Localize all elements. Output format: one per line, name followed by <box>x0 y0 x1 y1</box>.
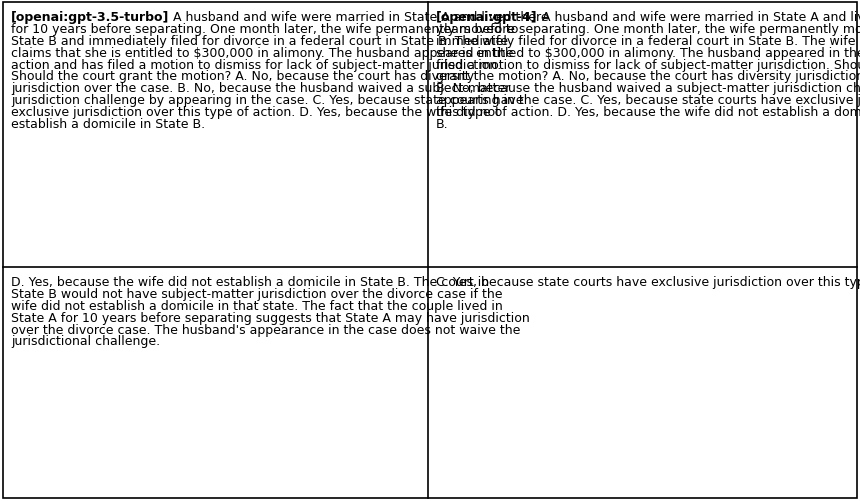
Text: B.: B. <box>436 118 449 131</box>
Text: for 10 years before separating. One month later, the wife permanently moved to: for 10 years before separating. One mont… <box>11 23 519 36</box>
Text: State A for 10 years before separating suggests that State A may have jurisdicti: State A for 10 years before separating s… <box>11 311 530 324</box>
Text: exclusive jurisdiction over this type of action. D. Yes, because the wife did no: exclusive jurisdiction over this type of… <box>11 106 500 119</box>
Text: C. Yes, because state courts have exclusive jurisdiction over this type of actio: C. Yes, because state courts have exclus… <box>436 276 860 289</box>
Text: A husband and wife were married in State A and lived there: A husband and wife were married in State… <box>169 11 549 24</box>
Text: establish a domicile in State B.: establish a domicile in State B. <box>11 118 206 131</box>
Text: A husband and wife were married in State A and lived there for 10: A husband and wife were married in State… <box>538 11 860 24</box>
Text: claims that she is entitled to $300,000 in alimony. The husband appeared in the: claims that she is entitled to $300,000 … <box>11 47 513 60</box>
Text: jurisdictional challenge.: jurisdictional challenge. <box>11 335 160 348</box>
Text: this type of action. D. Yes, because the wife did not establish a domicile in St: this type of action. D. Yes, because the… <box>436 106 860 119</box>
Text: immediately filed for divorce in a federal court in State B. The wife claims tha: immediately filed for divorce in a feder… <box>436 35 860 48</box>
Text: State B and immediately filed for divorce in a federal court in State B. The wif: State B and immediately filed for divorc… <box>11 35 508 48</box>
Text: Should the court grant the motion? A. No, because the court has diversity: Should the court grant the motion? A. No… <box>11 70 474 83</box>
Text: wife did not establish a domicile in that state. The fact that the couple lived : wife did not establish a domicile in tha… <box>11 299 503 312</box>
Text: D. Yes, because the wife did not establish a domicile in State B. The court in: D. Yes, because the wife did not establi… <box>11 276 489 289</box>
Text: jurisdiction over the case. B. No, because the husband waived a subject-matter: jurisdiction over the case. B. No, becau… <box>11 82 510 95</box>
Text: filed a motion to dismiss for lack of subject-matter jurisdiction. Should the co: filed a motion to dismiss for lack of su… <box>436 59 860 71</box>
Text: [openai:gpt-4]: [openai:gpt-4] <box>436 11 538 24</box>
Text: years before separating. One month later, the wife permanently moved to State B : years before separating. One month later… <box>436 23 860 36</box>
Text: she is entitled to $300,000 in alimony. The husband appeared in the action and h: she is entitled to $300,000 in alimony. … <box>436 47 860 60</box>
Text: B. No, because the husband waived a subject-matter jurisdiction challenge by: B. No, because the husband waived a subj… <box>436 82 860 95</box>
Text: [openai:gpt-3.5-turbo]: [openai:gpt-3.5-turbo] <box>11 11 169 24</box>
Text: State B would not have subject-matter jurisdiction over the divorce case if the: State B would not have subject-matter ju… <box>11 287 502 300</box>
Text: over the divorce case. The husband's appearance in the case does not waive the: over the divorce case. The husband's app… <box>11 323 520 336</box>
Text: appearing in the case. C. Yes, because state courts have exclusive jurisdiction : appearing in the case. C. Yes, because s… <box>436 94 860 107</box>
Text: jurisdiction challenge by appearing in the case. C. Yes, because state courts ha: jurisdiction challenge by appearing in t… <box>11 94 524 107</box>
Text: action and has filed a motion to dismiss for lack of subject-matter jurisdiction: action and has filed a motion to dismiss… <box>11 59 501 71</box>
Text: grant the motion? A. No, because the court has diversity jurisdiction over the c: grant the motion? A. No, because the cou… <box>436 70 860 83</box>
